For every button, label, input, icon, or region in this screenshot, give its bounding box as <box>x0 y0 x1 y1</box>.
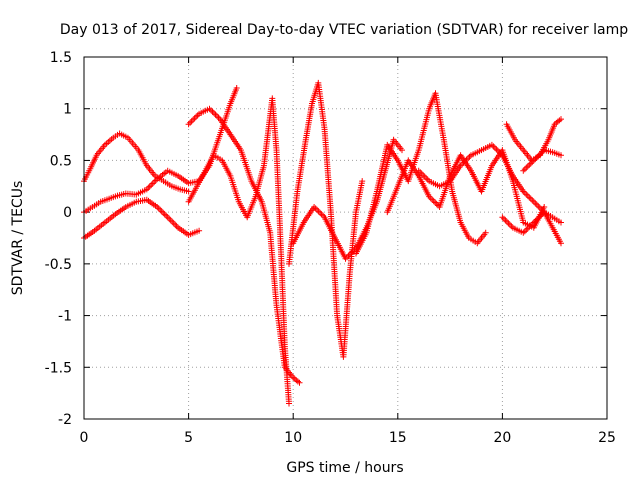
series-markers <box>520 147 564 174</box>
y-tick-label: -2 <box>58 412 72 428</box>
y-tick-label: -1.5 <box>45 360 72 376</box>
x-axis-label: GPS time / hours <box>286 460 403 476</box>
y-tick-label: 1.5 <box>50 50 72 66</box>
y-tick-label: -1 <box>58 309 72 325</box>
series-track-5 <box>185 95 292 407</box>
y-tick-label: 1 <box>63 102 72 118</box>
series-track-13 <box>499 209 564 236</box>
x-tick-label: 0 <box>80 430 89 446</box>
series-markers <box>499 209 564 236</box>
x-tick-label: 5 <box>184 430 193 446</box>
x-tick-label: 20 <box>493 430 511 446</box>
y-axis-label: SDTVAR / TECUs <box>10 181 26 296</box>
y-tick-label: 0 <box>63 205 72 221</box>
series-markers <box>415 141 564 247</box>
series-markers <box>185 105 303 386</box>
series-track-10 <box>415 141 564 247</box>
series-track-12 <box>520 147 564 174</box>
data-layer <box>81 79 564 407</box>
series-markers <box>185 95 292 407</box>
plot-border <box>83 56 608 420</box>
x-tick-label: 10 <box>284 430 302 446</box>
y-tick-label: 0.5 <box>50 153 72 169</box>
y-tick-label: -0.5 <box>45 257 72 273</box>
x-tick-label: 25 <box>598 430 616 446</box>
series-track-4 <box>185 105 303 386</box>
chart-title: Day 013 of 2017, Sidereal Day-to-day VTE… <box>60 22 628 38</box>
x-tick-label: 15 <box>389 430 407 446</box>
